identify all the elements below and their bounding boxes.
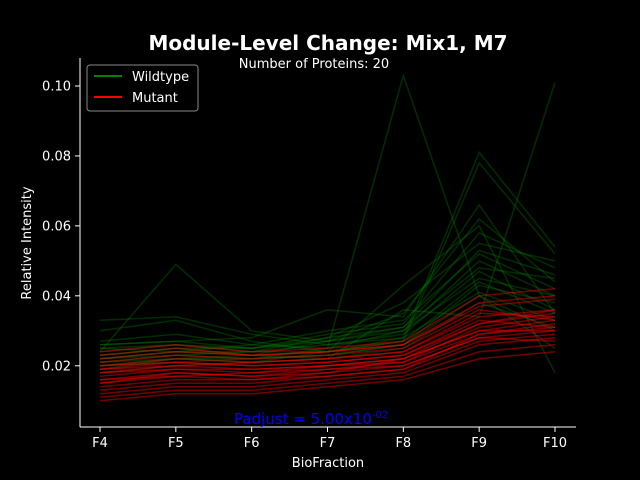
legend-label-mutant: Mutant	[132, 91, 178, 106]
series-line-mutant-32	[99, 309, 556, 364]
series-line-wildtype-6	[99, 203, 556, 346]
series-line-wildtype-19	[99, 249, 556, 350]
chart-subtitle: Number of Proteins: 20	[239, 57, 389, 72]
series-line-wildtype-3	[99, 263, 556, 353]
series-line-mutant-27	[99, 316, 556, 381]
series-line-mutant-36	[99, 323, 556, 374]
series-line-wildtype-11	[99, 284, 556, 367]
series-line-mutant-24	[99, 309, 556, 367]
series-line-wildtype-13	[99, 231, 556, 353]
legend-label-wildtype: Wildtype	[132, 70, 189, 85]
y-tick-label: 0.02	[42, 359, 71, 374]
series-line-mutant-22	[99, 330, 556, 385]
series-line-mutant-25	[99, 295, 556, 360]
series-line-wildtype-14	[99, 291, 556, 364]
series-line-wildtype-1	[99, 150, 556, 346]
x-tick-label: F7	[320, 436, 336, 451]
series-line-wildtype-15	[99, 260, 556, 353]
x-tick-label: F6	[244, 436, 260, 451]
x-tick-label: F4	[92, 436, 108, 451]
series-lines	[99, 72, 556, 402]
y-tick-label: 0.04	[42, 289, 71, 304]
series-line-wildtype-12	[99, 270, 556, 360]
series-line-mutant-35	[99, 344, 556, 399]
series-line-mutant-23	[99, 337, 556, 395]
series-line-wildtype-20	[99, 294, 556, 367]
y-ticks: 0.02 0.04 0.06 0.08 0.10	[42, 79, 80, 374]
series-line-mutant-40	[99, 312, 556, 371]
y-axis-label: Relative Intensity	[20, 186, 35, 299]
legend: Wildtype Mutant	[86, 64, 199, 112]
y-tick-label: 0.06	[42, 219, 71, 234]
series-line-wildtype-10	[99, 253, 556, 346]
series-line-mutant-29	[99, 288, 556, 353]
series-line-mutant-28	[99, 319, 556, 371]
series-line-wildtype-8	[99, 242, 556, 353]
series-line-mutant-39	[99, 330, 555, 385]
x-ticks: F4 F5 F6 F7 F8 F9 F10	[92, 427, 567, 451]
series-line-mutant-26	[99, 351, 556, 402]
x-tick-label: F10	[543, 436, 567, 451]
x-tick-label: F9	[471, 436, 487, 451]
series-line-mutant-38	[99, 309, 556, 367]
y-tick-label: 0.10	[42, 79, 71, 94]
padjust-annotation: Padjust = 5.00x10-02	[234, 410, 388, 428]
series-line-wildtype-18	[99, 280, 556, 360]
series-line-wildtype-7	[99, 224, 556, 374]
x-axis-label: BioFraction	[292, 456, 364, 471]
series-line-wildtype-9	[99, 267, 556, 357]
padjust-text: Padjust = 5.00x10	[234, 410, 372, 428]
series-line-mutant-30	[99, 333, 556, 392]
series-line-wildtype-16	[99, 301, 556, 374]
chart-title: Module-Level Change: Mix1, M7	[148, 31, 507, 55]
series-line-mutant-31	[99, 312, 556, 378]
series-line-mutant-37	[99, 337, 556, 381]
series-line-mutant-33	[99, 326, 556, 388]
series-line-wildtype-5	[99, 82, 556, 360]
x-tick-label: F8	[395, 436, 411, 451]
y-tick-label: 0.08	[42, 149, 71, 164]
padjust-exponent: -02	[372, 410, 388, 421]
series-line-wildtype-2	[99, 161, 556, 353]
series-line-mutant-34	[99, 298, 556, 357]
x-tick-label: F5	[168, 436, 184, 451]
series-line-wildtype-17	[99, 217, 556, 357]
series-line-mutant-21	[99, 319, 556, 374]
series-line-wildtype-4	[99, 72, 556, 364]
